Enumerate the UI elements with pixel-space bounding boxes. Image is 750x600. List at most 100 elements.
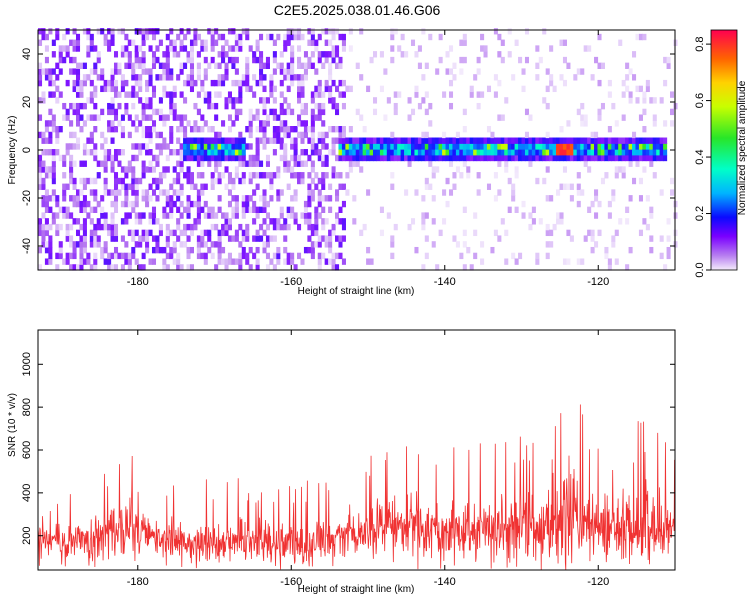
heatmap-cell bbox=[531, 137, 536, 144]
heatmap-cell bbox=[41, 195, 46, 202]
heatmap-cell bbox=[72, 218, 77, 225]
heatmap-cell bbox=[272, 218, 277, 225]
heatmap-cell bbox=[186, 51, 191, 58]
heatmap-cell bbox=[328, 246, 333, 254]
heatmap-cell bbox=[569, 154, 574, 162]
heatmap-cell bbox=[290, 195, 295, 202]
heatmap-cell bbox=[252, 189, 257, 196]
heatmap-cell bbox=[165, 154, 170, 162]
heatmap-cell bbox=[100, 212, 105, 219]
heatmap-cell bbox=[207, 91, 212, 98]
heatmap-cell bbox=[500, 56, 505, 64]
heatmap-cell bbox=[269, 91, 274, 98]
heatmap-cell bbox=[262, 131, 267, 139]
heatmap-cell bbox=[58, 45, 63, 52]
heatmap-cell bbox=[131, 172, 136, 179]
heatmap-cell bbox=[265, 137, 270, 144]
heatmap-cell bbox=[597, 79, 602, 87]
heatmap-cell bbox=[341, 91, 346, 98]
heatmap-cell bbox=[290, 166, 295, 173]
heatmap-cell bbox=[452, 149, 457, 156]
heatmap-cell bbox=[635, 85, 640, 93]
heatmap-cell bbox=[169, 108, 174, 116]
heatmap-cell bbox=[107, 126, 112, 133]
heatmap-cell bbox=[131, 68, 136, 75]
heatmap-cell bbox=[518, 149, 523, 156]
heatmap-cell bbox=[259, 195, 264, 202]
heatmap-cell bbox=[107, 39, 112, 46]
x-tick-label: -180 bbox=[127, 276, 149, 288]
heatmap-cell bbox=[131, 252, 136, 260]
heatmap-cell bbox=[462, 137, 467, 144]
heatmap-cell bbox=[307, 172, 312, 179]
heatmap-cell bbox=[455, 166, 460, 173]
heatmap-cell bbox=[300, 212, 305, 219]
heatmap-cell bbox=[62, 183, 67, 190]
heatmap-cell bbox=[110, 252, 115, 260]
heatmap-cell bbox=[169, 126, 174, 133]
heatmap-cell bbox=[186, 28, 191, 35]
heatmap-cell bbox=[120, 51, 125, 58]
heatmap-cell bbox=[272, 51, 277, 58]
figure-title: C2E5.2025.038.01.46.G06 bbox=[274, 2, 441, 18]
heatmap-cell bbox=[638, 85, 643, 93]
heatmap-cell bbox=[459, 68, 464, 75]
heatmap-cell bbox=[562, 183, 567, 190]
heatmap-cell bbox=[44, 126, 49, 133]
heatmap-cell bbox=[293, 28, 298, 35]
heatmap-cell bbox=[110, 137, 115, 144]
heatmap-cell bbox=[245, 223, 250, 231]
heatmap-cell bbox=[265, 114, 270, 121]
heatmap-cell bbox=[248, 126, 253, 133]
heatmap-cell bbox=[645, 79, 650, 87]
heatmap-cell bbox=[417, 154, 422, 162]
heatmap-cell bbox=[86, 177, 91, 185]
heatmap-cell bbox=[62, 102, 67, 110]
heatmap-cell bbox=[359, 166, 364, 173]
heatmap-cell bbox=[652, 172, 657, 179]
heatmap-cell bbox=[635, 97, 640, 104]
heatmap-cell bbox=[252, 74, 257, 81]
heatmap-cell bbox=[65, 114, 70, 121]
heatmap-cell bbox=[134, 195, 139, 202]
heatmap-cell bbox=[179, 114, 184, 121]
heatmap-cell bbox=[497, 79, 502, 87]
colorbar-tick-label: 0.2 bbox=[694, 206, 706, 221]
heatmap-cell bbox=[179, 126, 184, 133]
heatmap-cell bbox=[69, 166, 74, 173]
heatmap-cell bbox=[227, 177, 232, 185]
heatmap-cell bbox=[186, 177, 191, 185]
heatmap-cell bbox=[576, 108, 581, 116]
x-tick-label: -160 bbox=[280, 276, 302, 288]
heatmap-cell bbox=[193, 183, 198, 190]
heatmap-cell bbox=[234, 97, 239, 104]
heatmap-cell bbox=[290, 56, 295, 64]
heatmap-cell bbox=[200, 189, 205, 196]
heatmap-cell bbox=[521, 137, 526, 144]
heatmap-cell bbox=[62, 56, 67, 64]
heatmap-cell bbox=[176, 264, 181, 271]
heatmap-cell bbox=[435, 264, 440, 271]
heatmap-cell bbox=[297, 252, 302, 260]
heatmap-cell bbox=[79, 264, 84, 271]
heatmap-cell bbox=[279, 108, 284, 116]
heatmap-cell bbox=[221, 246, 226, 254]
heatmap-cell bbox=[283, 108, 288, 116]
heatmap-cell bbox=[100, 108, 105, 116]
heatmap-cell bbox=[352, 195, 357, 202]
heatmap-cell bbox=[338, 143, 343, 150]
heatmap-cell bbox=[75, 79, 81, 87]
heatmap-cell bbox=[196, 172, 201, 179]
heatmap-cell bbox=[262, 195, 267, 202]
heatmap-cell bbox=[652, 143, 657, 150]
heatmap-cell bbox=[355, 143, 360, 150]
heatmap-cell bbox=[345, 154, 350, 162]
heatmap-cell bbox=[455, 143, 460, 150]
heatmap-cell bbox=[473, 74, 478, 81]
heatmap-cell bbox=[379, 51, 384, 58]
heatmap-cell bbox=[131, 229, 136, 237]
heatmap-cell bbox=[227, 149, 232, 156]
heatmap-cell bbox=[400, 33, 405, 41]
heatmap-cell bbox=[362, 223, 367, 231]
heatmap-cell bbox=[404, 51, 409, 58]
